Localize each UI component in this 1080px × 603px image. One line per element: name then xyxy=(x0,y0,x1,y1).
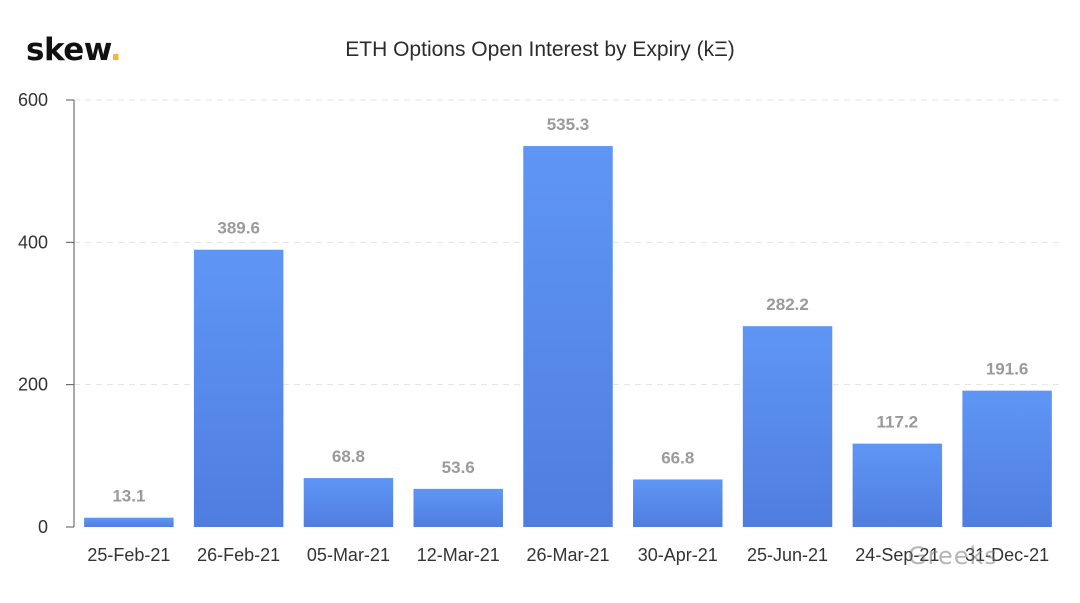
data-label: 389.6 xyxy=(217,219,260,238)
y-tick-label: 0 xyxy=(38,517,48,537)
data-label: 53.6 xyxy=(442,458,475,477)
data-label: 282.2 xyxy=(766,295,809,314)
bar-24-Sep-21 xyxy=(852,443,943,527)
x-tick-label: 25-Jun-21 xyxy=(747,545,828,565)
bar-12-Mar-21 xyxy=(413,488,503,527)
bars: 13.1 389.6 68.8 53.6 535.3 66.8 282.2 117.2 191.… xyxy=(84,115,1052,527)
bar-26-Feb-21 xyxy=(193,249,284,527)
bar-25-Feb-21 xyxy=(84,517,174,527)
x-tick-label: 31-Dec-21 xyxy=(965,545,1049,565)
data-label: 535.3 xyxy=(547,115,590,134)
data-label: 191.6 xyxy=(986,360,1029,379)
skew-logo: skew. xyxy=(26,32,122,68)
bar-31-Dec-21 xyxy=(962,390,1052,527)
y-tick-label: 600 xyxy=(18,90,48,110)
x-tick-label: 05-Mar-21 xyxy=(307,545,390,565)
logo-dot: . xyxy=(109,32,122,68)
bar-30-Apr-21 xyxy=(633,479,723,527)
data-label: 117.2 xyxy=(877,413,919,432)
x-axis: 25-Feb-21 26-Feb-21 05-Mar-21 12-Mar-21 26-M… xyxy=(87,545,1049,565)
data-label: 13.1 xyxy=(112,487,145,506)
x-tick-label: 12-Mar-21 xyxy=(417,545,500,565)
x-tick-label: 26-Mar-21 xyxy=(526,545,609,565)
x-tick-label: 24-Sep-21 xyxy=(855,545,939,565)
y-tick-label: 400 xyxy=(18,232,48,252)
x-tick-label: 26-Feb-21 xyxy=(197,545,280,565)
y-axis: 0 200 400 600 xyxy=(18,90,75,537)
watermark: Greeks xyxy=(908,542,998,570)
y-tick-label: 200 xyxy=(18,375,48,395)
x-tick-label: 25-Feb-21 xyxy=(87,545,170,565)
chart-title: ETH Options Open Interest by Expiry (kΞ) xyxy=(345,38,735,61)
bar-25-Jun-21 xyxy=(742,326,833,527)
data-label: 66.8 xyxy=(661,448,694,467)
bar-05-Mar-21 xyxy=(303,478,394,527)
bar-26-Mar-21 xyxy=(523,146,613,527)
x-tick-label: 30-Apr-21 xyxy=(638,545,718,565)
data-label: 68.8 xyxy=(332,447,365,466)
logo-text: skew xyxy=(26,32,110,68)
